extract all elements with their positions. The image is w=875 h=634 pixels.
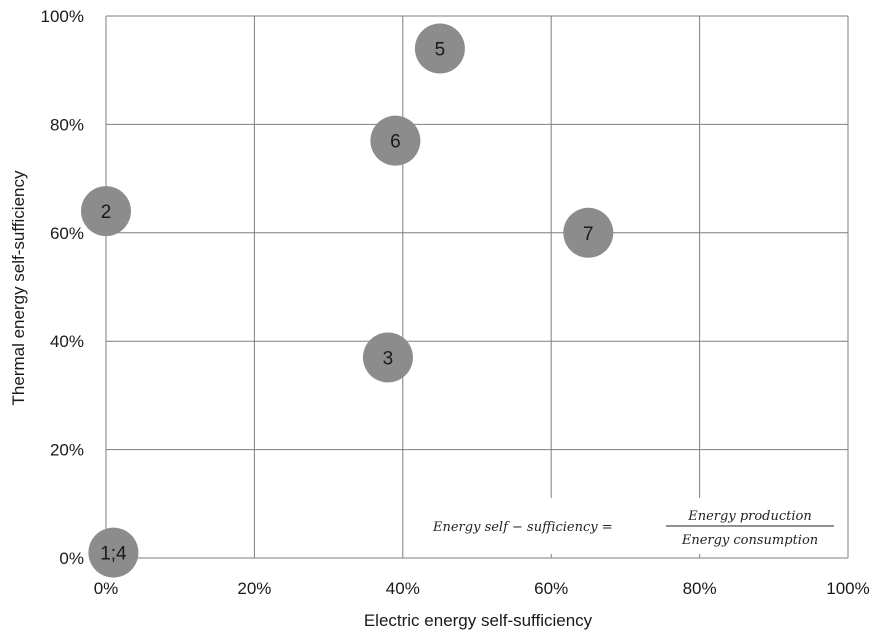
grid [105,15,849,559]
x-tick-label: 0% [94,579,119,598]
data-point-bubble [370,115,421,166]
y-axis-title: Thermal energy self-sufficiency [9,170,28,405]
formula-numerator: Energy production [687,509,812,524]
y-tick-label: 100% [41,7,84,26]
x-tick-label: 40% [386,579,420,598]
data-bubbles: 1;4 2 3 5 6 7 [81,23,614,578]
data-point-bubble [81,186,131,237]
y-tick-label: 40% [50,332,84,351]
data-point-bubble [563,207,614,258]
data-point-label: 2 [101,202,112,223]
x-tick-label: 80% [683,579,717,598]
x-tick-label: 100% [826,579,869,598]
data-point-bubble [414,23,465,74]
formula-annotation: Energy self − sufficiency = Energy produ… [426,498,846,554]
y-tick-label: 60% [50,224,84,243]
y-tick-label: 20% [50,441,84,460]
formula-denominator: Energy consumption [681,533,818,548]
x-tick-label: 20% [237,579,271,598]
data-point-label: 1;4 [100,544,127,565]
x-axis-title: Electric energy self-sufficiency [364,611,593,630]
data-point-label: 5 [435,40,446,61]
formula-lhs: Energy self − sufficiency = [432,520,613,535]
x-axis-ticks: 0% 20% 40% 60% 80% 100% [94,579,870,598]
x-tick-label: 60% [534,579,568,598]
data-point-bubble [362,332,413,383]
y-axis-ticks: 0% 20% 40% 60% 80% 100% [41,7,84,568]
y-tick-label: 0% [59,549,84,568]
y-tick-label: 80% [50,115,84,134]
data-point-label: 3 [383,348,394,369]
data-point-label: 6 [390,132,401,153]
data-point-bubble [88,527,139,578]
data-point-label: 7 [583,224,594,245]
